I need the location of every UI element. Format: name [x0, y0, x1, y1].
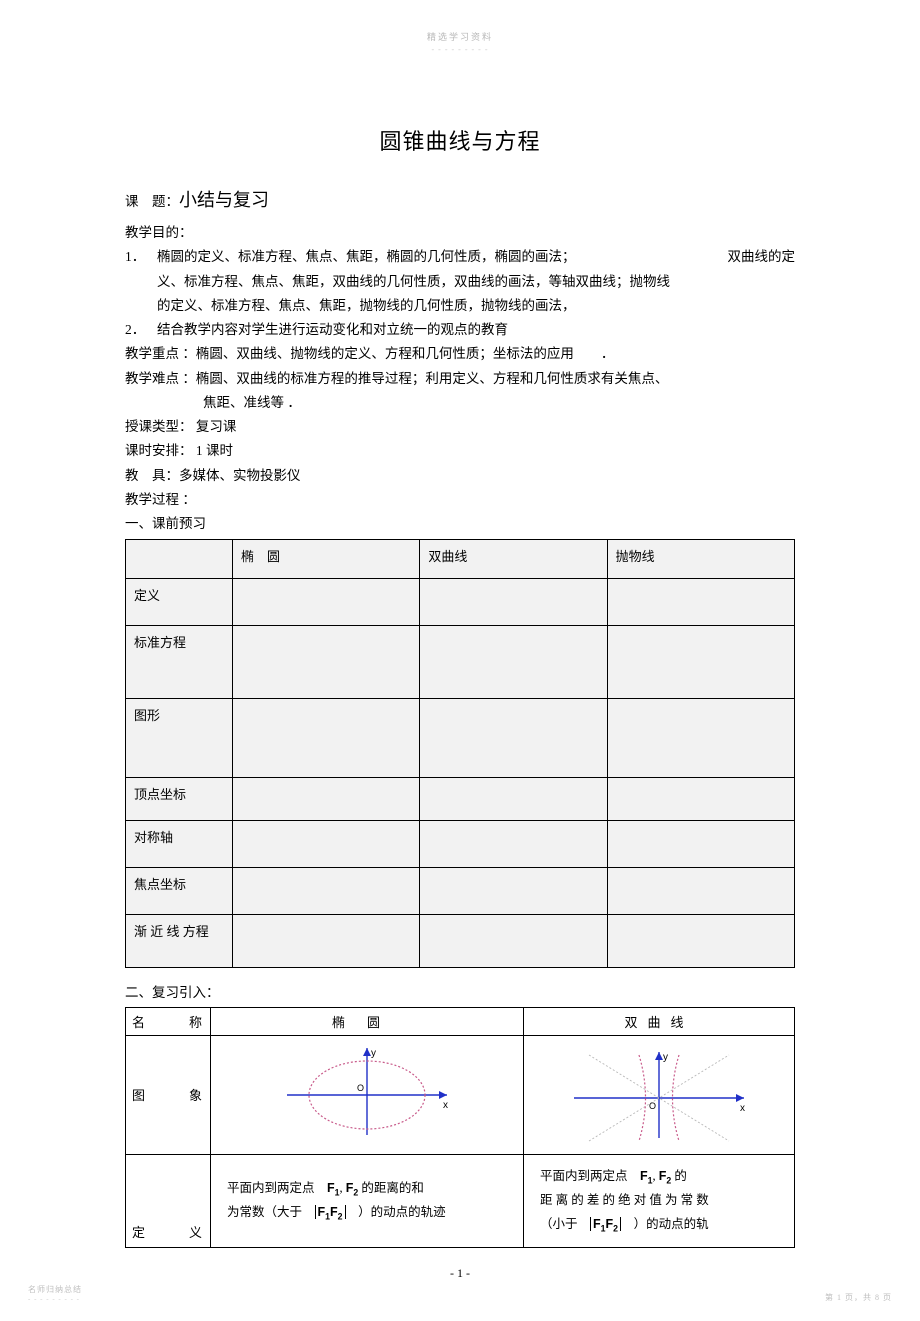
blank-th-0 [126, 540, 233, 579]
period: 课时安排： 1 课时 [125, 440, 795, 462]
blank-row-4-label: 对称轴 [126, 821, 233, 868]
class-type: 授课类型： 复习课 [125, 416, 795, 438]
item1-l3: 的定义、标准方程、焦点、焦距，抛物线的几何性质，抛物线的画法， [125, 295, 795, 317]
blank-row-0-label: 定义 [126, 579, 233, 626]
goal-item-1: 1． 椭圆的定义、标准方程、焦点、焦距，椭圆的几何性质，椭圆的画法； 双曲线的定 [125, 246, 795, 268]
comp-th-hyperbola: 双曲线 [530, 1012, 788, 1031]
blank-row-5: 焦点坐标 [126, 868, 795, 915]
item2-num: 2． [125, 319, 157, 341]
svg-text:x: x [740, 1103, 745, 1114]
hard-point-2: 焦距、准线等 ． [125, 392, 795, 414]
key-text: 椭圆、双曲线、抛物线的定义、方程和几何性质；坐标法的应用 ． [196, 346, 615, 361]
preclass-label: 一、课前预习 [125, 513, 795, 535]
svg-text:y: y [371, 1048, 376, 1059]
blank-th-2: 双曲线 [420, 540, 607, 579]
hard-label: 教学难点 ： [125, 371, 196, 386]
blank-row-4: 对称轴 [126, 821, 795, 868]
blank-row-3-label: 顶点坐标 [126, 778, 233, 821]
type-text: 复习课 [193, 419, 237, 434]
def-h-abs: F1F2 [590, 1217, 621, 1231]
def-e-F2: F2 [346, 1181, 359, 1195]
comp-row-def: 定 义 平面内到两定点 F1, F2 的距离的和 为常数（大于 F1F2 ）的动… [126, 1154, 795, 1247]
tool-label: 教 具： [125, 468, 179, 483]
topic-prefix: 课 题： [125, 194, 179, 209]
blank-row-6-label: 渐 近 线 方程 [126, 915, 233, 968]
svg-text:y: y [663, 1052, 668, 1063]
def-e-t2b: ）的动点的轨迹 [358, 1205, 446, 1219]
blank-row-2-label: 图形 [126, 699, 233, 778]
comp-header-row: 名 称 椭圆 双曲线 [126, 1007, 795, 1035]
key-point: 教学重点 ：椭圆、双曲线、抛物线的定义、方程和几何性质；坐标法的应用 ． [125, 343, 795, 365]
def-hyperbola: 平面内到两定点 F1, F2 的 距 离 的 差 的 绝 对 值 为 常 数 （… [530, 1159, 788, 1243]
key-label: 教学重点 ： [125, 346, 196, 361]
def-h-t2: 距 离 的 差 的 绝 对 值 为 常 数 [540, 1193, 709, 1207]
item1-l2: 义、标准方程、焦点、焦距，双曲线的几何性质，双曲线的画法，等轴双曲线；抛物线 [125, 271, 795, 293]
comp-th-name: 名 称 [126, 1007, 211, 1035]
blank-th-1: 椭 圆 [233, 540, 420, 579]
hard-text1: 椭圆、双曲线的标准方程的推导过程；利用定义、方程和几何性质求有关焦点、 [196, 371, 669, 386]
type-label: 授课类型： [125, 419, 193, 434]
def-h-F2: F2 [659, 1169, 672, 1183]
blank-row-5-label: 焦点坐标 [126, 868, 233, 915]
def-h-F1: F1 [640, 1169, 653, 1183]
blank-row-1-label: 标准方程 [126, 626, 233, 699]
blank-th-3: 抛物线 [607, 540, 794, 579]
item2-text: 结合教学内容对学生进行运动变化和对立统一的观点的教育 [157, 319, 795, 341]
top-watermark: 精选学习资料 [125, 30, 795, 43]
period-label: 课时安排： [125, 443, 193, 458]
blank-row-3: 顶点坐标 [126, 778, 795, 821]
comp-row-img-label: 图 象 [126, 1035, 211, 1154]
period-text: 1 课时 [193, 443, 234, 458]
def-e-F1: F1 [327, 1181, 340, 1195]
tool: 教 具：多媒体、实物投影仪 [125, 465, 795, 487]
def-e-abs: F1F2 [315, 1205, 346, 1219]
page-number: - 1 - [125, 1266, 795, 1281]
hyperbola-svg-cell: y x O [524, 1035, 795, 1154]
hard-point-1: 教学难点 ：椭圆、双曲线的标准方程的推导过程；利用定义、方程和几何性质求有关焦点… [125, 368, 795, 390]
goal-label: 教学目的： [125, 222, 795, 244]
footer-left: 名师归纳总结 - - - - - - - - - [28, 1284, 82, 1303]
process-label: 教学过程 ： [125, 489, 795, 511]
blank-row-2: 图形 [126, 699, 795, 778]
footer-left-main: 名师归纳总结 [28, 1284, 82, 1295]
tool-text: 多媒体、实物投影仪 [179, 468, 301, 483]
blank-table: 椭 圆 双曲线 抛物线 定义 标准方程 图形 顶点坐标 对称轴 焦点坐标 渐 近… [125, 539, 795, 968]
def-e-t2a: 为常数（大于 [227, 1205, 315, 1219]
comp-th-ellipse: 椭圆 [217, 1012, 517, 1031]
def-ellipse: 平面内到两定点 F1, F2 的距离的和 为常数（大于 F1F2 ）的动点的轨迹 [217, 1171, 517, 1231]
item1-num: 1． [125, 246, 157, 268]
def-e-t1b: 的距离的和 [358, 1181, 424, 1195]
topic-text: 小结与复习 [179, 190, 269, 210]
svg-text:O: O [357, 1083, 364, 1093]
topic-line: 课 题：小结与复习 [125, 186, 795, 212]
top-watermark-sub: - - - - - - - - - [125, 45, 795, 54]
def-h-t1b: 的 [671, 1169, 687, 1183]
goal-item-2: 2． 结合教学内容对学生进行运动变化和对立统一的观点的教育 [125, 319, 795, 341]
item1-l1-right: 双曲线的定 [728, 246, 796, 268]
def-e-t1: 平面内到两定点 [227, 1181, 327, 1195]
hyperbola-diagram: y x O [544, 1040, 774, 1145]
svg-text:O: O [649, 1101, 656, 1111]
blank-row-6: 渐 近 线 方程 [126, 915, 795, 968]
footer-right: 第 1 页，共 8 页 [825, 1292, 892, 1303]
comp-table: 名 称 椭圆 双曲线 图 象 y x O [125, 1007, 795, 1248]
comp-row-img: 图 象 y x O [126, 1035, 795, 1154]
page-title: 圆锥曲线与方程 [125, 124, 795, 156]
footer-left-sub: - - - - - - - - - [28, 1295, 82, 1303]
svg-text:x: x [443, 1100, 448, 1111]
review-label: 二、复习引入： [125, 982, 795, 1004]
blank-row-0: 定义 [126, 579, 795, 626]
blank-table-header-row: 椭 圆 双曲线 抛物线 [126, 540, 795, 579]
def-h-t1a: 平面内到两定点 [540, 1169, 640, 1183]
def-h-t3a: （小于 [540, 1217, 590, 1231]
item1-l1-left: 椭圆的定义、标准方程、焦点、焦距，椭圆的几何性质，椭圆的画法； [157, 249, 576, 264]
comp-row-def-label: 定 义 [126, 1154, 211, 1247]
ellipse-diagram: y x O [267, 1040, 467, 1145]
blank-row-1: 标准方程 [126, 626, 795, 699]
ellipse-svg-cell: y x O [211, 1035, 524, 1154]
def-h-t3b: ）的动点的轨 [634, 1217, 709, 1231]
